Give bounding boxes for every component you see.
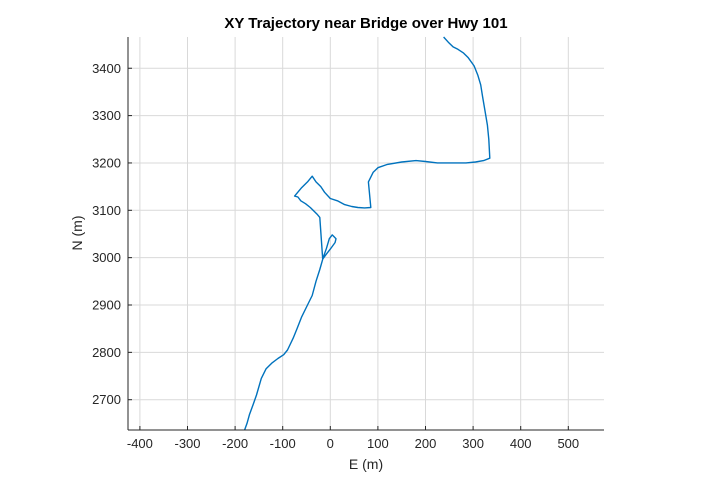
trajectory-line [243, 36, 491, 431]
x-tick-label: -200 [222, 436, 248, 451]
y-tick-label: 3300 [92, 108, 121, 123]
x-tick-label: 200 [415, 436, 437, 451]
x-axis-label: E (m) [349, 456, 383, 472]
x-tick-label: 300 [462, 436, 484, 451]
x-ticks: -400 -300 -200 -100 0 100 200 300 400 500 [127, 426, 579, 451]
x-tick-label: -400 [127, 436, 153, 451]
y-tick-label: 2700 [92, 392, 121, 407]
chart-title: XY Trajectory near Bridge over Hwy 101 [224, 15, 507, 32]
y-tick-label: 3100 [92, 203, 121, 218]
plot-area [128, 37, 604, 430]
y-grid [128, 67, 604, 401]
y-axis-label: N (m) [69, 216, 85, 251]
x-tick-label: 100 [367, 436, 389, 451]
y-tick-label: 3200 [92, 155, 121, 170]
x-tick-label: -100 [270, 436, 296, 451]
x-tick-label: 400 [510, 436, 532, 451]
y-tick-label: 2900 [92, 297, 121, 312]
x-grid [139, 37, 569, 430]
axes [127, 37, 604, 431]
y-tick-label: 3000 [92, 250, 121, 265]
y-ticks: 2700 2800 2900 3000 3100 3200 3300 3400 [92, 61, 132, 407]
y-tick-label: 2800 [92, 345, 121, 360]
y-tick-label: 3400 [92, 61, 121, 76]
x-tick-label: 500 [557, 436, 579, 451]
x-tick-label: 0 [327, 436, 334, 451]
x-tick-label: -300 [174, 436, 200, 451]
